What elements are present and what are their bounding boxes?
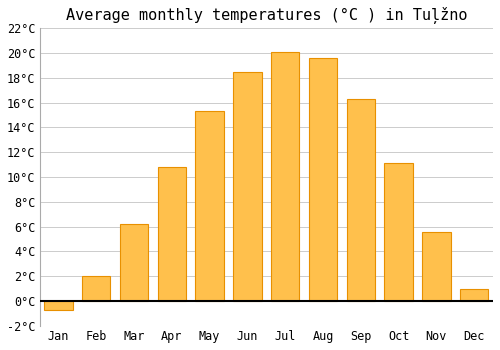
Bar [460,289,488,301]
Bar [44,301,72,310]
Bar [82,276,110,301]
Bar [271,52,300,301]
Bar [120,224,148,301]
Title: Average monthly temperatures (°C ) in Tuļžno: Average monthly temperatures (°C ) in Tu… [66,7,467,24]
Bar [384,163,413,301]
Bar [346,99,375,301]
Bar [309,58,337,301]
Bar [422,232,450,301]
Bar [158,167,186,301]
Bar [234,72,262,301]
Bar [196,111,224,301]
